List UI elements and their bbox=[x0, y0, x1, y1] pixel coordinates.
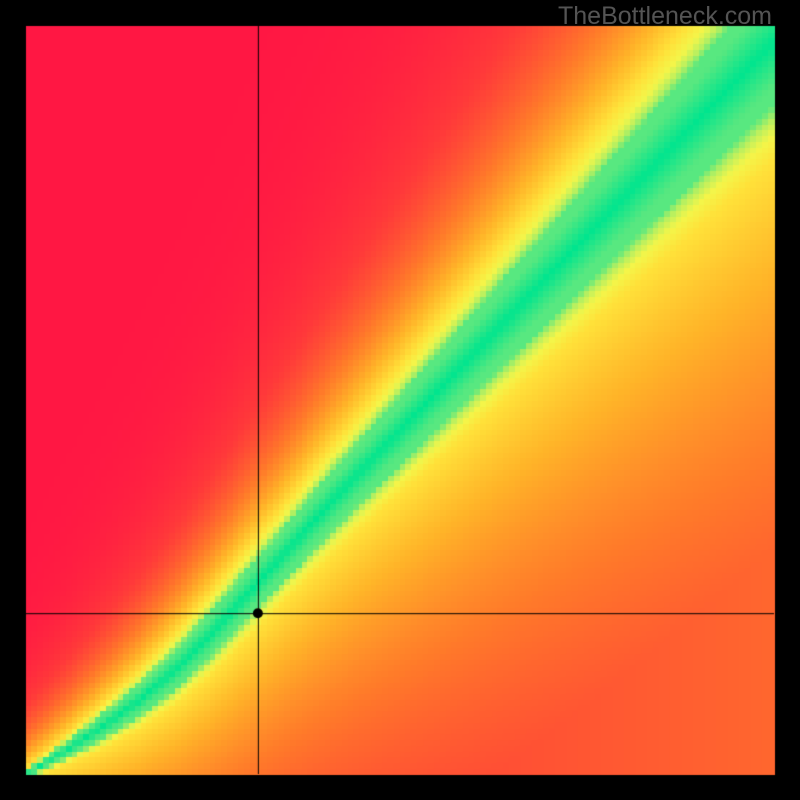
watermark-text: TheBottleneck.com bbox=[558, 2, 772, 31]
bottleneck-heatmap bbox=[0, 0, 800, 800]
